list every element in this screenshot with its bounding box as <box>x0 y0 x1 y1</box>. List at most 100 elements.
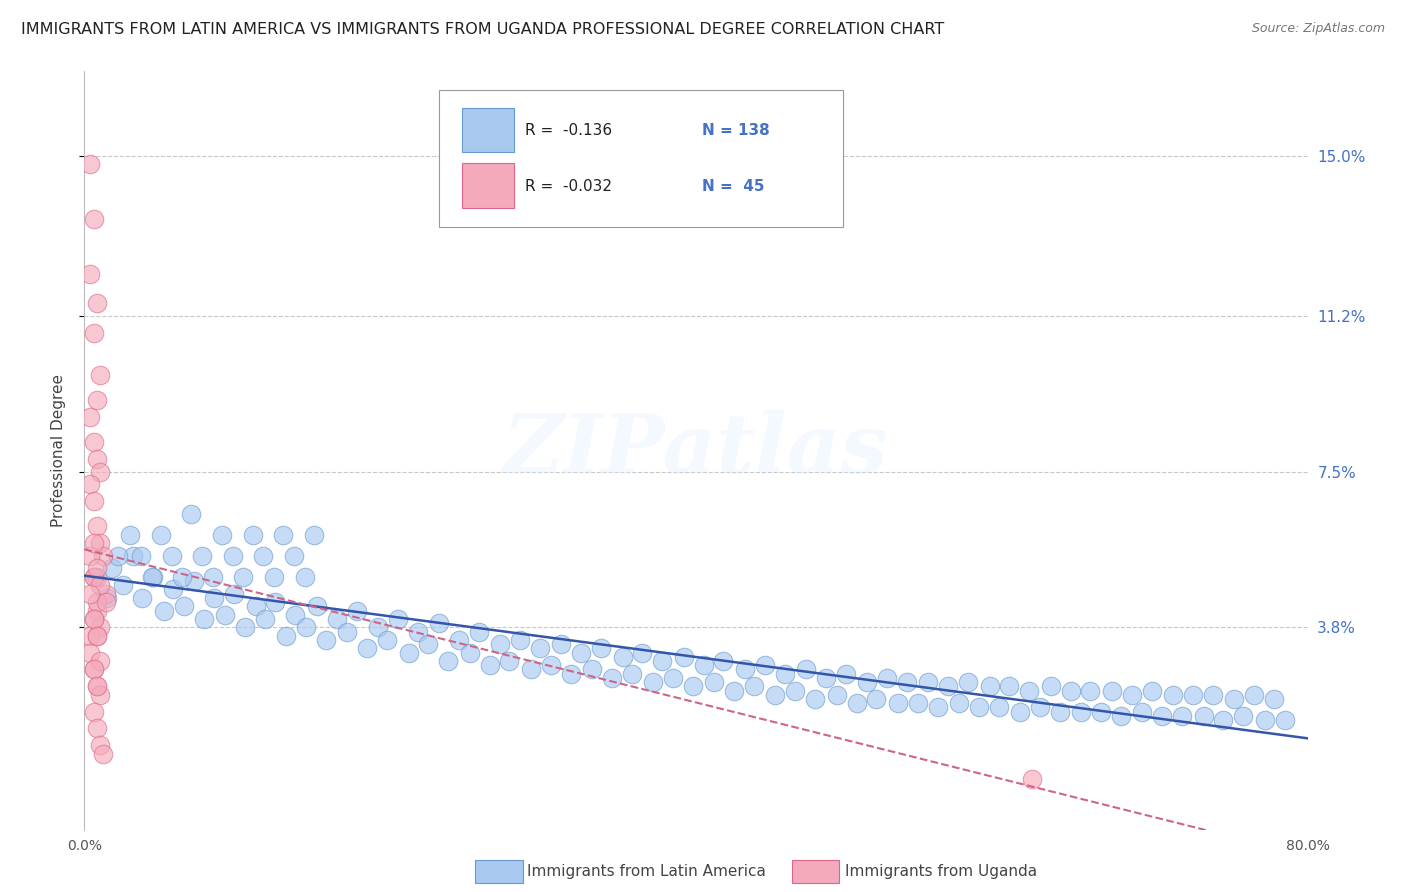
Point <box>142 570 165 584</box>
Text: Source: ZipAtlas.com: Source: ZipAtlas.com <box>1251 22 1385 36</box>
Point <box>86 451 108 466</box>
Point <box>734 663 756 677</box>
Point <box>315 633 337 648</box>
Point <box>111 578 134 592</box>
Point <box>89 739 111 753</box>
Point <box>569 646 592 660</box>
Point <box>917 675 939 690</box>
Point <box>89 688 111 702</box>
Point <box>86 296 108 310</box>
Point <box>927 700 949 714</box>
Point <box>1018 683 1040 698</box>
Point <box>1010 705 1032 719</box>
Point <box>86 679 108 693</box>
Point <box>149 527 172 541</box>
Point <box>643 675 665 690</box>
Point <box>79 267 101 281</box>
Point <box>723 683 745 698</box>
Text: R =  -0.032: R = -0.032 <box>524 179 612 194</box>
Point <box>651 654 673 668</box>
Point <box>201 570 224 584</box>
Point <box>865 692 887 706</box>
Point <box>214 607 236 622</box>
Point <box>86 629 108 643</box>
Point <box>96 591 118 605</box>
Point <box>1181 688 1204 702</box>
Point <box>91 549 114 563</box>
Point <box>129 549 152 563</box>
Point <box>89 620 111 634</box>
Point <box>86 679 108 693</box>
Point <box>478 658 501 673</box>
Text: IMMIGRANTS FROM LATIN AMERICA VS IMMIGRANTS FROM UGANDA PROFESSIONAL DEGREE CORR: IMMIGRANTS FROM LATIN AMERICA VS IMMIGRA… <box>21 22 945 37</box>
Point <box>703 675 725 690</box>
Point <box>1232 708 1254 723</box>
Point <box>1049 705 1071 719</box>
Point <box>1243 688 1265 702</box>
FancyBboxPatch shape <box>439 90 842 227</box>
Point <box>153 603 176 617</box>
Point <box>86 561 108 575</box>
Point <box>284 607 307 622</box>
Text: ZIPatlas: ZIPatlas <box>503 410 889 491</box>
FancyBboxPatch shape <box>463 163 513 208</box>
Point <box>79 587 101 601</box>
Point <box>979 679 1001 693</box>
Point <box>86 722 108 736</box>
Point <box>1161 688 1184 702</box>
Point <box>1223 692 1246 706</box>
Point <box>876 671 898 685</box>
Point <box>141 570 163 584</box>
Point <box>692 658 714 673</box>
Point <box>398 646 420 660</box>
Point <box>86 603 108 617</box>
Point <box>180 507 202 521</box>
Point <box>83 612 105 626</box>
Point <box>83 663 105 677</box>
Point <box>302 527 325 541</box>
Point <box>550 637 572 651</box>
Point <box>120 527 142 541</box>
Point <box>1254 713 1277 727</box>
Point <box>1109 708 1132 723</box>
Point <box>89 654 111 668</box>
Point <box>1059 683 1081 698</box>
Point <box>79 549 101 563</box>
Point <box>1121 688 1143 702</box>
Point <box>713 654 735 668</box>
Point <box>785 683 807 698</box>
Point <box>387 612 409 626</box>
Text: Immigrants from Latin America: Immigrants from Latin America <box>527 864 766 879</box>
Point <box>1039 679 1062 693</box>
Point <box>101 561 124 575</box>
Point <box>79 157 101 171</box>
Point <box>86 595 108 609</box>
Point <box>765 688 787 702</box>
Point <box>1212 713 1234 727</box>
Point <box>662 671 685 685</box>
Point <box>447 633 470 648</box>
Point <box>489 637 512 651</box>
Point <box>271 527 294 541</box>
Point <box>131 591 153 605</box>
Point <box>107 549 129 563</box>
Point <box>242 527 264 541</box>
Point <box>1171 708 1194 723</box>
Point <box>221 549 243 563</box>
Point <box>427 616 450 631</box>
Point <box>957 675 980 690</box>
Point <box>83 536 105 550</box>
Point <box>458 646 481 660</box>
Point <box>540 658 562 673</box>
Point <box>245 599 267 614</box>
Text: R =  -0.136: R = -0.136 <box>524 123 612 138</box>
Point <box>283 549 305 563</box>
Point <box>406 624 429 639</box>
Point <box>79 629 101 643</box>
Point <box>83 435 105 450</box>
Point <box>948 696 970 710</box>
Point <box>682 679 704 693</box>
Point <box>325 612 347 626</box>
Point <box>86 519 108 533</box>
Point <box>1101 683 1123 698</box>
